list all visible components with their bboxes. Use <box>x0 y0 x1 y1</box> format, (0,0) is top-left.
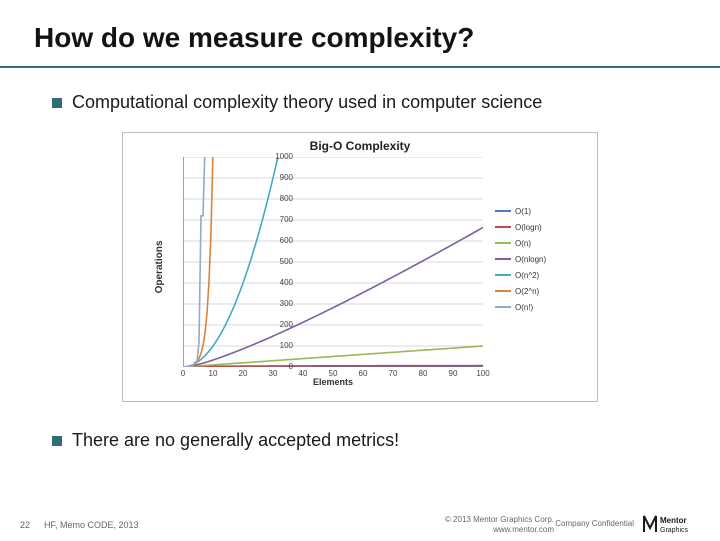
x-tick: 40 <box>293 369 313 378</box>
y-tick: 500 <box>253 257 293 266</box>
legend-item: O(2^n) <box>495 283 589 299</box>
legend-swatch <box>495 210 511 212</box>
legend-label: O(2^n) <box>515 287 539 296</box>
x-tick: 0 <box>173 369 193 378</box>
y-tick: 900 <box>253 173 293 182</box>
site-url: www.mentor.com <box>493 525 554 534</box>
chart-title: Big-O Complexity <box>123 139 597 153</box>
x-axis-label: Elements <box>183 377 483 387</box>
bigo-chart: Big-O Complexity Operations Elements O(1… <box>122 132 598 402</box>
x-tick: 100 <box>473 369 493 378</box>
slide: How do we measure complexity? Computatio… <box>0 0 720 540</box>
legend-item: O(logn) <box>495 219 589 235</box>
legend-swatch <box>495 242 511 244</box>
y-tick: 1000 <box>253 152 293 161</box>
copyright: © 2013 Mentor Graphics Corp. <box>445 515 554 524</box>
legend-swatch <box>495 274 511 276</box>
legend-label: O(1) <box>515 207 531 216</box>
bullet-text: There are no generally accepted metrics! <box>72 430 399 451</box>
legend-swatch <box>495 306 511 308</box>
chart-plot <box>183 157 483 367</box>
bullet-2: There are no generally accepted metrics! <box>52 430 399 451</box>
legend-label: O(logn) <box>515 223 542 232</box>
legend-label: O(n!) <box>515 303 533 312</box>
legend-label: O(n^2) <box>515 271 539 280</box>
bullet-list: Computational complexity theory used in … <box>52 92 672 127</box>
bullet-1: Computational complexity theory used in … <box>52 92 672 113</box>
x-tick: 30 <box>263 369 283 378</box>
footer: 22 HF, Memo CODE, 2013 © 2013 Mentor Gra… <box>0 508 720 540</box>
legend-swatch <box>495 226 511 228</box>
x-tick: 70 <box>383 369 403 378</box>
legend-item: O(n^2) <box>495 267 589 283</box>
x-tick: 20 <box>233 369 253 378</box>
legend-swatch <box>495 258 511 260</box>
chart-svg <box>183 157 483 367</box>
x-tick: 80 <box>413 369 433 378</box>
y-tick: 300 <box>253 299 293 308</box>
x-tick: 10 <box>203 369 223 378</box>
legend-label: O(nlogn) <box>515 255 546 264</box>
legend-item: O(n) <box>495 235 589 251</box>
y-axis-label: Operations <box>154 241 165 294</box>
confidential-label: Company Confidential <box>555 519 634 528</box>
y-tick: 700 <box>253 215 293 224</box>
legend-item: O(nlogn) <box>495 251 589 267</box>
divider <box>0 66 720 68</box>
bullet-icon <box>52 436 62 446</box>
logo-text1: Mentor <box>660 516 687 525</box>
bullet-text: Computational complexity theory used in … <box>72 92 542 113</box>
y-tick: 200 <box>253 320 293 329</box>
mentor-logo: Mentor Graphics <box>642 510 708 536</box>
page-number: 22 <box>20 520 30 530</box>
bullet-icon <box>52 98 62 108</box>
legend-swatch <box>495 290 511 292</box>
page-title: How do we measure complexity? <box>34 22 474 54</box>
x-tick: 60 <box>353 369 373 378</box>
footer-note: HF, Memo CODE, 2013 <box>44 520 139 530</box>
y-tick: 100 <box>253 341 293 350</box>
chart-legend: O(1) O(logn) O(n) O(nlogn) O(n^2) O(2^n) O(n!) <box>495 203 589 315</box>
y-tick: 400 <box>253 278 293 287</box>
y-tick: 600 <box>253 236 293 245</box>
x-tick: 90 <box>443 369 463 378</box>
legend-label: O(n) <box>515 239 531 248</box>
y-tick: 800 <box>253 194 293 203</box>
legend-item: O(n!) <box>495 299 589 315</box>
logo-text2: Graphics <box>660 527 689 534</box>
legend-item: O(1) <box>495 203 589 219</box>
x-tick: 50 <box>323 369 343 378</box>
